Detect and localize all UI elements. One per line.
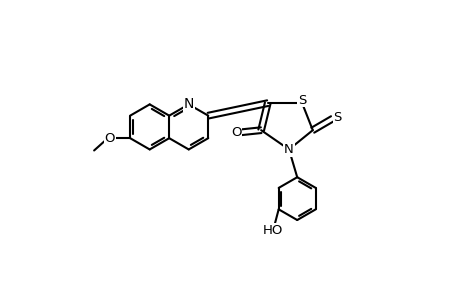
Text: N: N	[183, 98, 194, 111]
Text: HO: HO	[263, 224, 283, 237]
Text: S: S	[297, 94, 306, 107]
Text: S: S	[332, 111, 341, 124]
Text: O: O	[104, 132, 115, 145]
Text: N: N	[284, 143, 293, 156]
Text: O: O	[231, 126, 241, 139]
